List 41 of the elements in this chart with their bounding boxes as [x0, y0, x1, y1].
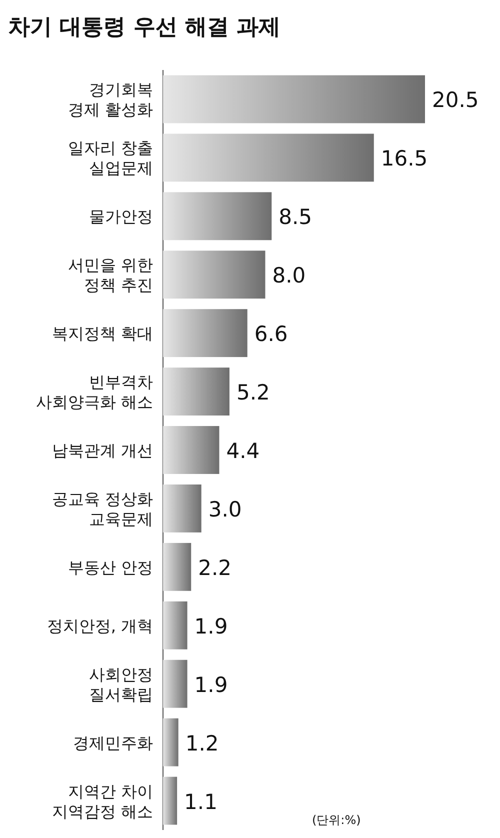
data-label: 4.4 [226, 439, 260, 463]
data-label: 8.0 [272, 264, 306, 288]
y-tick-label: 서민을 위한 정책 추진 [68, 256, 153, 295]
y-tick-label: 사회안정 질서확립 [89, 664, 153, 704]
y-tick-label: 경제민주화 [73, 733, 153, 752]
data-label: 6.6 [254, 322, 288, 346]
data-label: 5.2 [236, 380, 270, 405]
data-label: 8.5 [278, 205, 312, 230]
bar [163, 309, 248, 358]
y-tick-label: 빈부격차 사회양극화 해소 [36, 372, 153, 412]
data-label: 1.1 [184, 790, 218, 814]
data-label: 1.9 [194, 672, 228, 697]
y-tick-label: 지역간 차이 지역감정 해소 [52, 782, 153, 821]
y-tick-label: 부동산 안정 [68, 558, 153, 577]
data-label: 16.5 [380, 146, 428, 171]
bar [163, 718, 178, 766]
bar [163, 542, 192, 591]
data-label: 1.9 [194, 614, 228, 638]
bar [163, 250, 266, 299]
y-tick-label: 정치안정, 개혁 [46, 616, 153, 636]
y-tick-label: 일자리 창출 실업문제 [68, 138, 153, 178]
bar [163, 484, 202, 532]
annotation: (단위:%) [312, 813, 361, 827]
bar [163, 368, 230, 416]
bar [163, 192, 272, 240]
bar [163, 75, 425, 124]
bar [163, 660, 188, 708]
data-label: 3.0 [208, 497, 242, 522]
bar [163, 426, 220, 474]
y-tick-label: 남북관계 개선 [52, 441, 153, 460]
data-label: 1.2 [185, 731, 219, 756]
y-tick-label: 물가안정 [89, 207, 153, 226]
data-label: 2.2 [198, 556, 232, 580]
y-tick-label: 공교육 정상화 교육문제 [52, 489, 153, 528]
chart-title: 차기 대통령 우선 해결 과제 [8, 15, 281, 40]
data-label: 20.5 [432, 88, 479, 112]
y-tick-label: 경기회복 경제 활성화 [68, 80, 153, 120]
y-tick-label: 복지정책 확대 [52, 324, 153, 344]
bar [163, 776, 178, 825]
bar [163, 134, 374, 182]
bar [163, 601, 188, 650]
